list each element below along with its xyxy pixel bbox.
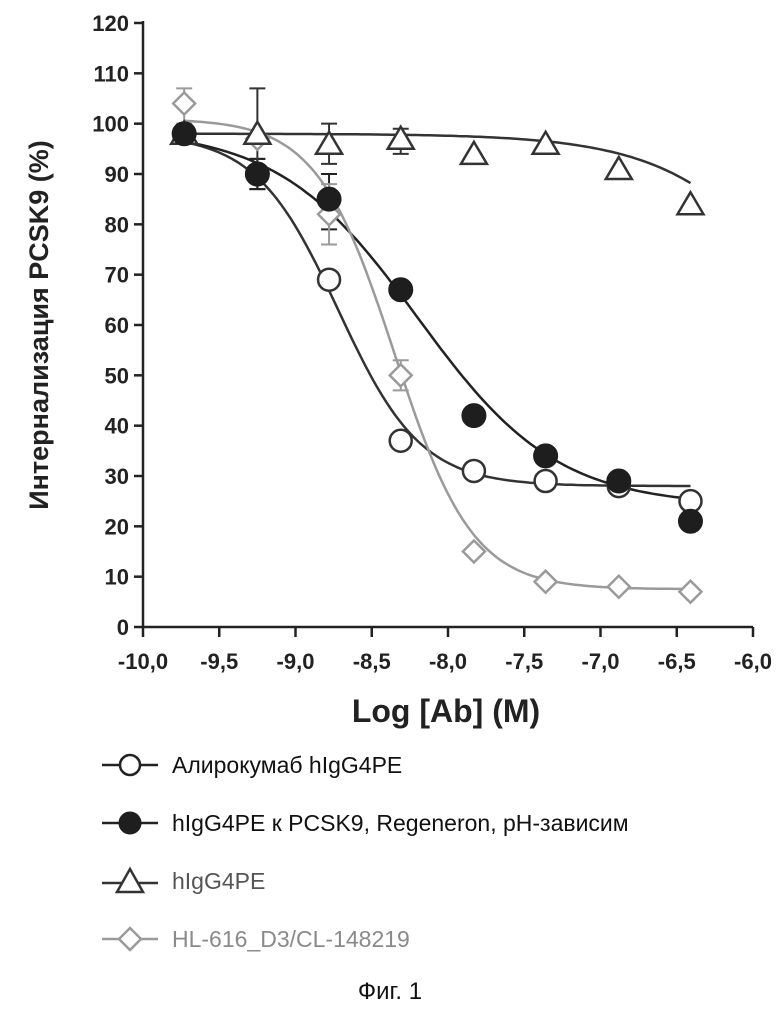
y-tick-label: 80 [105,212,129,237]
data-points [171,93,703,603]
y-tick-label: 70 [105,263,129,288]
x-tick-label: -6,0 [734,649,772,674]
y-tick-label: 30 [105,464,129,489]
hl616-point [390,364,412,386]
y-tick-label: 90 [105,162,129,187]
alirocumab-point [463,460,485,482]
x-axis-title: Log [Ab] (M) [352,693,540,729]
hl616-point [608,576,630,598]
y-tick-label: 10 [105,565,129,590]
x-tick-label: -8,0 [429,649,467,674]
x-tick-label: -6,5 [658,649,696,674]
x-tick-label: -10,0 [118,649,168,674]
legend-label: hIgG4PE к PCSK9, Regeneron, pH-зависим [172,810,629,837]
legend-label: hIgG4PE [172,868,265,895]
y-tick-label: 120 [92,11,129,36]
open-triangle-marker-icon [100,866,160,896]
y-tick-label: 110 [94,61,130,86]
y-axis-title: Интернализация PCSK9 (%) [24,140,54,510]
legend-item-higg4pe: hIgG4PE [100,864,770,922]
regeneron-point [534,444,558,468]
y-tick-label: 0 [117,615,129,640]
higg4pe-point [606,157,632,179]
x-tick-label: -9,0 [277,649,315,674]
hl616-point [535,571,557,593]
higg4pe-point [677,192,703,214]
open-diamond-marker-icon [100,924,160,954]
y-tick-label: 20 [105,514,129,539]
tick-labels: 0 10 20 30 40 50 60 70 80 90 100 110 120 -10,0 -9,5 -9,… [92,11,772,674]
regeneron-point [607,469,631,493]
hl616-point [173,93,195,115]
hl616-point [679,581,701,603]
fit-curves [184,121,690,589]
hl616-fit-curve [184,121,690,589]
legend-item-alirocumab: Алирокумаб hIgG4PE [100,748,770,806]
legend-item-regeneron: hIgG4PE к PCSK9, Regeneron, pH-зависим [100,806,770,864]
alirocumab-point [318,269,340,291]
alirocumab-fit-curve [184,142,690,486]
regeneron-point [678,509,702,533]
higg4pe-point [388,127,414,149]
y-tick-label: 40 [105,414,129,439]
regeneron-point [317,187,341,211]
x-tick-label: -9,5 [200,649,238,674]
regeneron-point [245,162,269,186]
regeneron-point [389,278,413,302]
regeneron-fit-curve [184,142,690,499]
alirocumab-point [535,470,557,492]
regeneron-point [462,404,486,428]
regeneron-point [172,122,196,146]
legend-item-hl616: HL-616_D3/CL-148219 [100,922,770,980]
legend: Алирокумаб hIgG4PE hIgG4PE к PCSK9, Rege… [100,748,770,980]
alirocumab-point [390,430,412,452]
filled-circle-marker-icon [100,808,160,838]
chart-plot: 0 10 20 30 40 50 60 70 80 90 100 110 120 -10,0 -9,5 -9,… [0,0,780,740]
figure-caption: Фиг. 1 [0,978,780,1006]
x-tick-label: -7,0 [582,649,620,674]
x-tick-label: -7,5 [505,649,543,674]
legend-label: HL-616_D3/CL-148219 [172,926,410,953]
y-tick-label: 60 [105,313,129,338]
open-circle-marker-icon [100,750,160,780]
y-tick-label: 100 [92,112,129,137]
y-tick-label: 50 [105,363,129,388]
x-tick-label: -8,5 [353,649,391,674]
axes [134,21,753,637]
legend-label: Алирокумаб hIgG4PE [172,752,402,779]
higg4pe-point [461,142,487,164]
